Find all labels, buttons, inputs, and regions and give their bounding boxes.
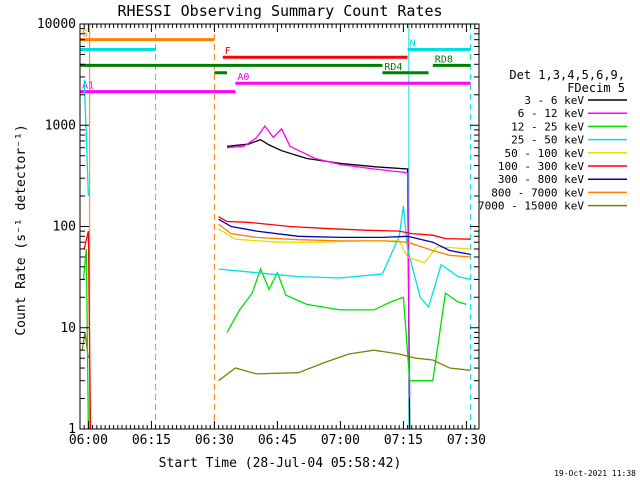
flag-bar-label: RD8 bbox=[435, 54, 453, 65]
vertical-markers bbox=[89, 24, 472, 429]
legend-entry-label: 6 - 12 keV bbox=[518, 107, 585, 120]
flag-bar-label: S bbox=[82, 29, 88, 40]
series-line bbox=[226, 124, 411, 399]
series-line bbox=[226, 267, 467, 382]
legend-entry-label: 12 - 25 keV bbox=[511, 120, 584, 133]
series-line bbox=[218, 216, 471, 240]
y-tick-label: 1000 bbox=[45, 118, 76, 133]
series-line bbox=[218, 205, 471, 309]
y-tick-label: 10 bbox=[60, 321, 76, 336]
series-line bbox=[226, 138, 411, 430]
legend-entry-label: 300 - 800 keV bbox=[498, 173, 584, 186]
flag-bar-label: A0 bbox=[237, 72, 249, 83]
y-tick-label: 1 bbox=[68, 422, 76, 437]
legend-entry-label: 800 - 7000 keV bbox=[491, 186, 584, 199]
x-tick-label: 07:15 bbox=[384, 433, 423, 448]
chart-title: RHESSI Observing Summary Count Rates bbox=[117, 2, 442, 20]
series-line bbox=[218, 349, 471, 382]
legend-entry-label: 25 - 50 keV bbox=[511, 134, 584, 147]
plot-frame bbox=[79, 23, 480, 430]
flag-bar-label: A1 bbox=[82, 81, 94, 92]
legend-header-line-2: FDecim 5 bbox=[567, 81, 625, 95]
series-line bbox=[218, 228, 471, 264]
legend-header-line-1: Det 1,3,4,5,6,9, bbox=[509, 68, 625, 82]
legend-entry-label: 3 - 6 keV bbox=[524, 94, 584, 107]
x-tick-label: 06:00 bbox=[69, 433, 108, 448]
legend-entry-label: 7000 - 15000 keV bbox=[478, 200, 584, 213]
flag-bars: S N F RD8 RD4 A0 A1 bbox=[80, 29, 471, 94]
x-axis-label: Start Time (28-Jul-04 05:58:42) bbox=[159, 456, 402, 471]
flag-bar-label: N bbox=[410, 38, 416, 49]
series-line bbox=[218, 223, 471, 258]
x-tick-label: 07:30 bbox=[447, 433, 486, 448]
y-tick-label: 100 bbox=[53, 220, 76, 235]
date-stamp: 19-Oct-2021 11:38 bbox=[554, 469, 636, 478]
series-line bbox=[82, 248, 90, 430]
y-tick-label: 10000 bbox=[37, 17, 76, 32]
x-tick-label: 06:15 bbox=[132, 433, 171, 448]
x-tick-label: 06:30 bbox=[195, 433, 234, 448]
y-axis-label: Count Rate (s⁻¹ detector⁻¹) bbox=[14, 124, 29, 335]
flag-bar-label: F bbox=[225, 46, 231, 57]
x-tick-label: 06:45 bbox=[258, 433, 297, 448]
legend-entry-label: 100 - 300 keV bbox=[498, 160, 584, 173]
data-series bbox=[81, 79, 471, 430]
x-tick-label: 07:00 bbox=[321, 433, 360, 448]
axes: 06:00 06:15 06:30 06:45 07:00 07:15 07:30 1 10 10… bbox=[37, 17, 486, 448]
series-line bbox=[218, 218, 471, 256]
series-line bbox=[83, 230, 92, 430]
legend-entry-label: 50 - 100 keV bbox=[505, 147, 585, 160]
flag-bar-label: RD4 bbox=[384, 62, 402, 73]
